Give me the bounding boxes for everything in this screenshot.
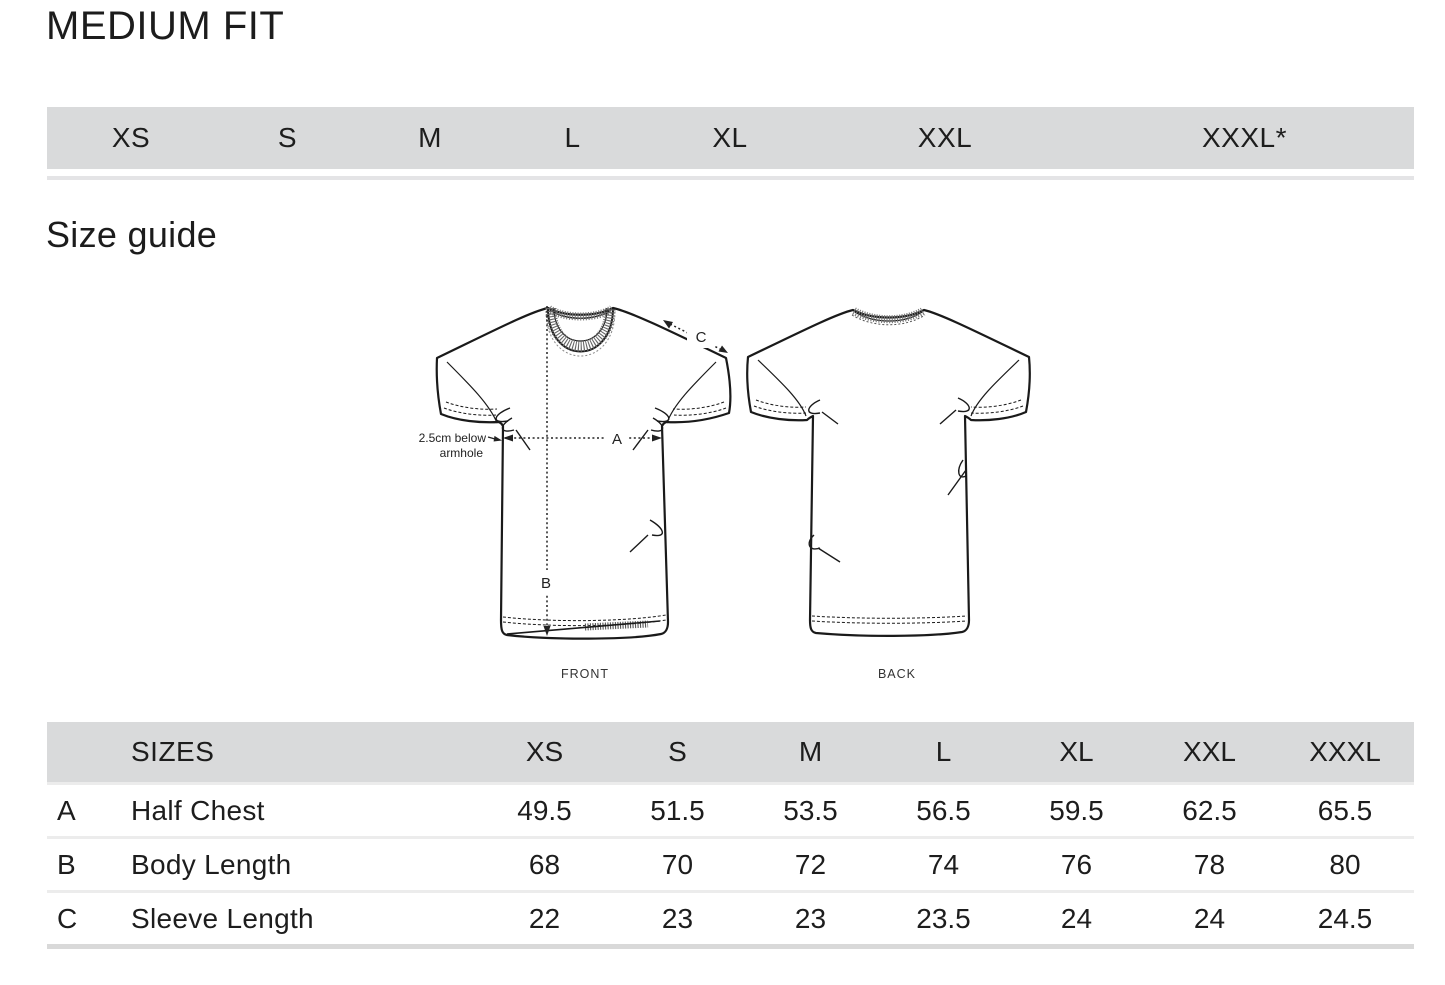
col-header-m: M (798, 736, 823, 767)
row-letter: A (57, 794, 76, 826)
diagram-labels: A B C 2.5cm below armhole FRONT BACK (419, 329, 916, 681)
cell-value: 74 (927, 848, 960, 880)
size-bar-underline (47, 176, 1414, 180)
cell-value: 68 (528, 848, 561, 880)
cell-value: 24 (1060, 902, 1093, 934)
back-seams (753, 359, 1024, 624)
cell-value: 80 (1329, 848, 1361, 880)
dim-b-label: B (541, 575, 551, 592)
col-header-xl: XL (1059, 736, 1094, 767)
row-name: Half Chest (131, 794, 265, 826)
size-option-s[interactable]: S (277, 122, 298, 153)
section-heading: Size guide (46, 214, 218, 255)
row-letter: C (57, 902, 78, 934)
cell-value: 49.5 (517, 794, 572, 826)
size-option-m[interactable]: M (418, 122, 442, 153)
table-row-body-length: B Body Length 68 70 72 74 76 78 80 (47, 836, 1414, 890)
tshirt-diagram-svg: A B C 2.5cm below armhole FRONT BACK (419, 305, 1031, 681)
back-collar (851, 307, 926, 326)
cell-value: 24 (1193, 902, 1226, 934)
size-option-l[interactable]: L (564, 122, 581, 153)
dim-c-label: C (696, 329, 707, 346)
cell-value: 51.5 (650, 794, 705, 826)
row-name: Body Length (131, 848, 292, 880)
armhole-note-line1: 2.5cm below (419, 431, 487, 445)
dim-a-label: A (612, 431, 622, 448)
cell-value: 23 (661, 902, 694, 934)
front-collar (545, 305, 616, 357)
back-view-label: BACK (878, 667, 916, 681)
size-measurements-table: SIZES XS S M L XL XXL XXXL A Half Chest … (47, 722, 1414, 949)
size-option-xl[interactable]: XL (712, 122, 748, 153)
cell-value: 53.5 (783, 794, 838, 826)
cell-value: 23 (794, 902, 827, 934)
page-title: MEDIUM FIT (46, 4, 285, 48)
table-header-row: SIZES XS S M L XL XXL XXXL (47, 722, 1414, 782)
col-header-xxxl: XXXL (1309, 736, 1381, 767)
col-header-xxl: XXL (1183, 736, 1236, 767)
cell-value: 62.5 (1182, 794, 1237, 826)
cell-value: 22 (528, 902, 561, 934)
col-header-l: L (935, 736, 952, 767)
table-row-sleeve-length: C Sleeve Length 22 23 23 23.5 24 24 24.5 (47, 890, 1414, 944)
cell-value: 56.5 (916, 794, 971, 826)
cell-value: 72 (794, 848, 827, 880)
col-header-xs: XS (525, 736, 564, 767)
front-view-label: FRONT (561, 667, 609, 681)
row-letter: B (57, 848, 76, 880)
cell-value: 76 (1060, 848, 1093, 880)
armhole-note-line2: armhole (440, 446, 484, 460)
measurement-lines (487, 306, 728, 636)
front-tee-outline (435, 306, 732, 640)
tshirt-measurement-diagram: A B C 2.5cm below armhole FRONT BACK (0, 290, 1445, 690)
row-name: Sleeve Length (131, 902, 314, 934)
col-header-s: S (668, 736, 687, 767)
size-option-xxxl[interactable]: XXXL* (1202, 122, 1287, 153)
table-header-sizes: SIZES (131, 736, 215, 767)
cell-value: 78 (1193, 848, 1226, 880)
back-tee-outline (746, 308, 1031, 637)
cell-value: 23.5 (916, 902, 971, 934)
cell-value: 24.5 (1317, 902, 1373, 934)
front-seams (443, 361, 727, 635)
size-selector-bar: XS S M L XL XXL XXXL* (47, 107, 1414, 169)
cell-value: 70 (661, 848, 694, 880)
cell-value: 65.5 (1317, 794, 1373, 826)
size-option-xxl[interactable]: XXL (917, 122, 973, 153)
cell-value: 59.5 (1049, 794, 1104, 826)
table-row-half-chest: A Half Chest 49.5 51.5 53.5 56.5 59.5 62… (47, 782, 1414, 836)
size-option-xs[interactable]: XS (111, 122, 151, 153)
